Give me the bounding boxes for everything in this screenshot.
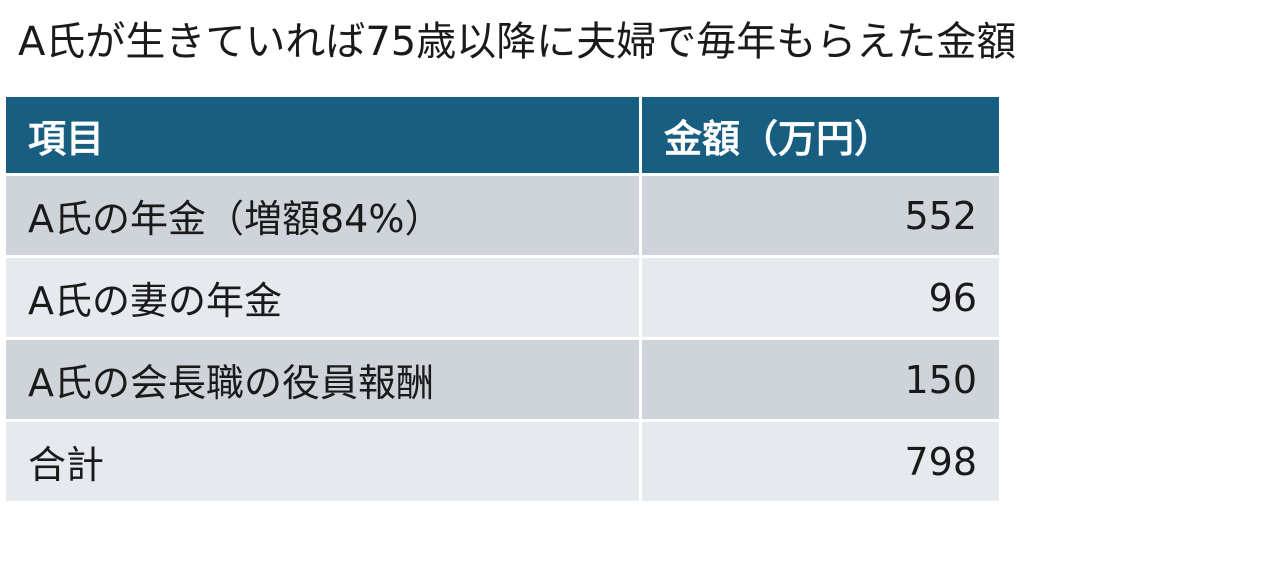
amount-cell: 798 — [642, 419, 999, 501]
item-cell: A氏の会長職の役員報酬 — [6, 337, 642, 419]
item-cell: A氏の年金（増額84%） — [6, 173, 642, 255]
item-cell: 合計 — [6, 419, 642, 501]
table-header: 項目 金額（万円） — [6, 97, 999, 173]
amount-cell: 96 — [642, 255, 999, 337]
table-row: 合計 798 — [6, 419, 999, 501]
table-row: A氏の妻の年金 96 — [6, 255, 999, 337]
amount-table: 項目 金額（万円） A氏の年金（増額84%） 552 A氏の妻の年金 96 A氏の会長職… — [6, 97, 999, 501]
table-row: A氏の年金（増額84%） 552 — [6, 173, 999, 255]
title: A氏が生きていれば75歳以降に夫婦で毎年もらえた金額 — [18, 19, 1017, 65]
table-body: A氏の年金（増額84%） 552 A氏の妻の年金 96 A氏の会長職の役員報酬 150 合計… — [6, 173, 999, 501]
header-cell: 項目 — [6, 97, 642, 173]
amount-cell: 150 — [642, 337, 999, 419]
header-row: 項目 金額（万円） — [6, 97, 999, 173]
table-row: A氏の会長職の役員報酬 150 — [6, 337, 999, 419]
amount-cell: 552 — [642, 173, 999, 255]
item-cell: A氏の妻の年金 — [6, 255, 642, 337]
header-cell: 金額（万円） — [642, 97, 999, 173]
